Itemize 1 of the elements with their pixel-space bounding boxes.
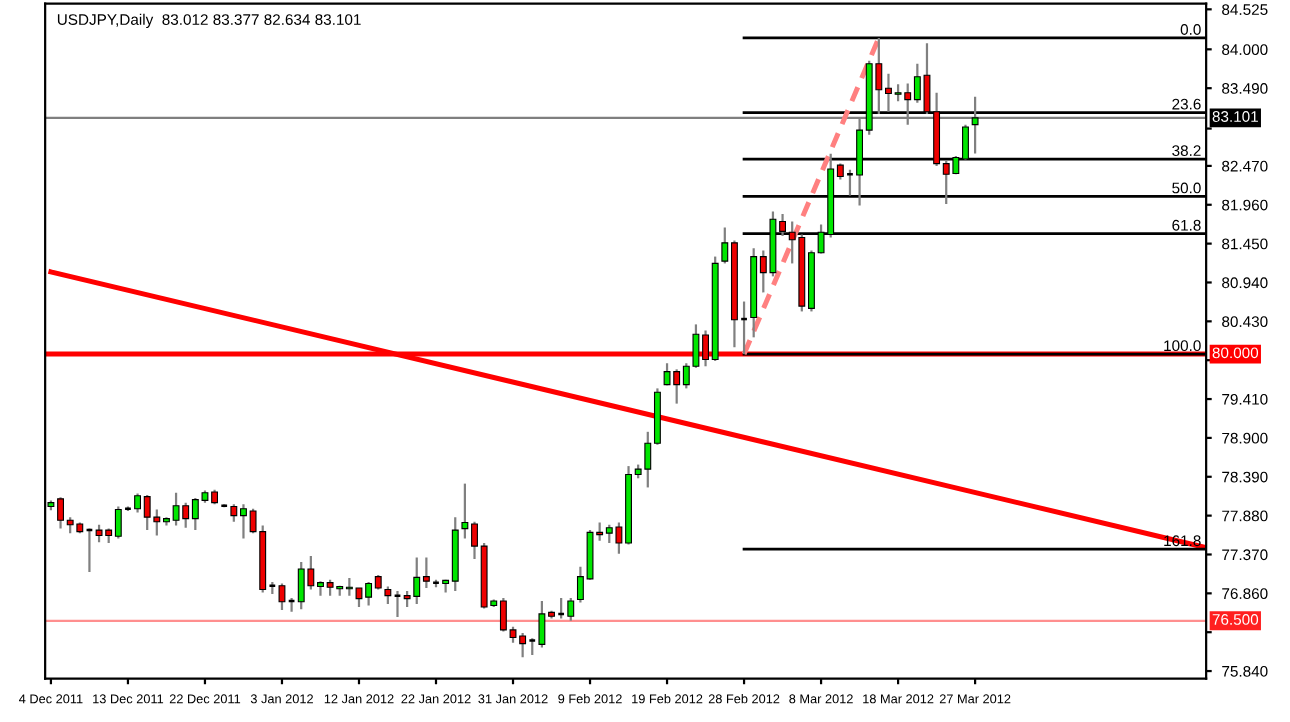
candlestick	[393, 589, 402, 619]
